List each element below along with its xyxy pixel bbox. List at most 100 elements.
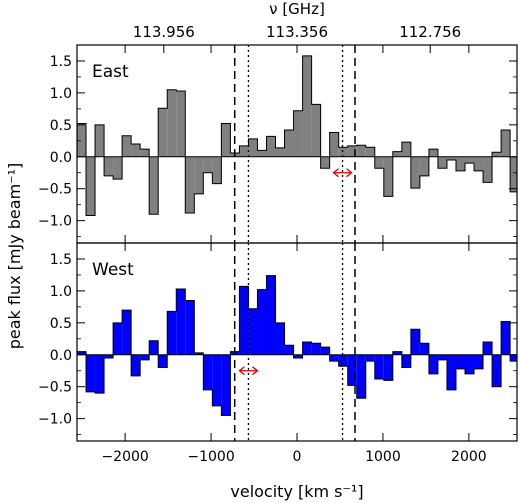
bar <box>338 354 348 367</box>
bar <box>383 354 393 381</box>
bar <box>428 354 438 374</box>
bar <box>95 124 105 157</box>
panel-label: East <box>92 62 129 82</box>
bar <box>212 156 222 184</box>
bar <box>248 138 258 157</box>
bar <box>284 129 294 157</box>
x-tick-label: −2000 <box>101 449 148 465</box>
bar <box>140 149 150 157</box>
bar <box>77 123 87 157</box>
bar <box>483 342 493 355</box>
bar <box>302 342 312 355</box>
plot-area <box>77 243 517 441</box>
bar <box>392 151 402 157</box>
west-panel: 1.5 1.0 0.5 0.0 −0.5 −1.0 West <box>38 242 518 442</box>
bar <box>248 308 258 355</box>
bar <box>293 354 303 358</box>
panel-label: West <box>92 260 134 280</box>
bar <box>474 156 484 171</box>
bar <box>329 354 339 362</box>
bar <box>176 90 186 157</box>
x-tick-label: −1000 <box>187 449 234 465</box>
bar <box>510 156 517 192</box>
y-tick-label: 0.5 <box>50 118 72 134</box>
bar <box>266 275 276 355</box>
bar <box>77 351 87 355</box>
y-tick-label: −1.0 <box>38 412 72 428</box>
bar <box>347 145 357 157</box>
bar <box>221 354 231 416</box>
bar <box>428 149 438 157</box>
top-tick-label: 113.956 <box>133 23 195 41</box>
bar <box>419 343 429 355</box>
arrow-head-left <box>238 366 245 376</box>
bar <box>392 351 402 355</box>
bar <box>356 354 366 399</box>
top-tick-label: 113.356 <box>266 23 328 41</box>
bar <box>113 156 123 180</box>
plot-area <box>77 45 517 243</box>
bar <box>158 354 168 368</box>
y-tick-label: −1.0 <box>38 214 72 230</box>
bar <box>257 289 267 355</box>
arrow-head-right <box>346 168 353 178</box>
x-tick-label: 2000 <box>451 449 487 465</box>
bar <box>320 347 330 355</box>
y-axis-title: peak flux [mJy beam⁻¹] <box>5 163 24 350</box>
y-tick-label: 0.0 <box>50 348 72 364</box>
y-tick-label: 1.0 <box>50 86 72 102</box>
frequency-axis: 113.956 113.356 112.756 <box>133 23 461 53</box>
y-tick-label: −0.5 <box>38 380 72 396</box>
bar <box>122 310 132 355</box>
bar <box>122 135 132 157</box>
bar <box>95 354 105 394</box>
bar <box>446 156 456 160</box>
top-tick-label: 112.756 <box>399 23 461 41</box>
bar <box>356 145 366 157</box>
bar <box>410 156 420 189</box>
bar <box>194 156 204 194</box>
bar <box>131 144 141 157</box>
y-tick-label: 1.5 <box>50 252 72 268</box>
bar <box>284 345 294 355</box>
bar <box>501 321 511 355</box>
arrow-head-left <box>332 168 339 178</box>
bar <box>419 156 429 176</box>
x-axis-title: velocity [km s⁻¹] <box>230 482 363 501</box>
bar <box>365 147 375 157</box>
bar <box>113 322 123 355</box>
bar <box>140 354 150 360</box>
bar <box>483 156 493 183</box>
bar <box>437 354 447 360</box>
bar <box>212 354 222 406</box>
bar <box>374 354 384 380</box>
bar <box>167 89 177 157</box>
x-tick-label: 1000 <box>365 449 401 465</box>
bar <box>185 300 195 355</box>
bar <box>474 354 484 369</box>
bar <box>266 136 276 157</box>
x-tick-label: 0 <box>293 449 302 465</box>
bar <box>104 354 114 358</box>
bar <box>374 156 384 169</box>
bar <box>510 354 517 362</box>
bar <box>239 286 249 355</box>
bar <box>239 145 249 157</box>
bar <box>167 311 177 355</box>
bar <box>302 55 312 157</box>
step-outline <box>77 275 517 416</box>
bar <box>410 329 420 355</box>
bar <box>311 343 321 355</box>
bar <box>492 354 502 387</box>
bar <box>437 156 447 169</box>
frequency-axis-title: ν [GHz] <box>269 0 325 18</box>
bar <box>492 152 502 157</box>
bar <box>203 354 213 390</box>
bar <box>455 156 466 171</box>
bar <box>158 108 168 157</box>
bar <box>465 354 475 374</box>
bar <box>311 104 321 157</box>
y-tick-label: 1.5 <box>50 54 72 70</box>
bar <box>501 129 511 157</box>
